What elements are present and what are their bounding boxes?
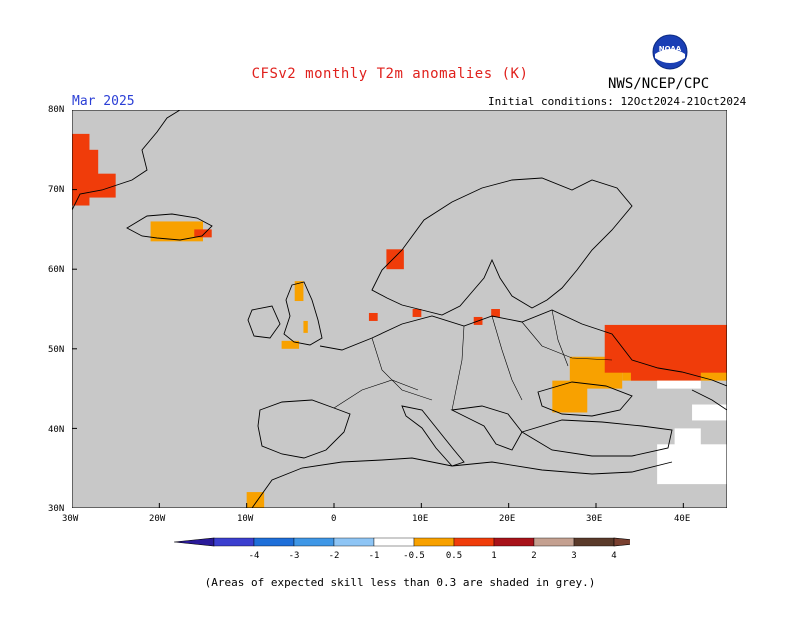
lon-tick-label: 20W xyxy=(149,514,166,524)
masked-cell-caucasus-white xyxy=(674,428,701,461)
anomaly-cell-scotland xyxy=(294,281,304,302)
agency-label: NWS/NCEP/CPC xyxy=(608,76,710,92)
north-africa-coast xyxy=(251,457,673,508)
anomaly-cell-greenland-east xyxy=(80,149,99,190)
initial-conditions-label: Initial conditions: 12Oct2024-21Oct2024 xyxy=(488,95,747,108)
colorbar-labels: -4 -3 -2 -1 -0.5 0.5 1 2 3 4 xyxy=(249,551,617,561)
colorbar-tick-label: -4 xyxy=(249,551,260,561)
colorbar-swatches xyxy=(174,537,630,547)
colorbar-swatch xyxy=(453,537,495,547)
colorbar-tick-label: 2 xyxy=(531,551,536,561)
map-background xyxy=(72,110,727,508)
colorbar-tick-label: 3 xyxy=(571,551,576,561)
colorbar-swatch xyxy=(293,537,335,547)
anomaly-cell-wales-south xyxy=(281,340,300,349)
caspian-coast xyxy=(691,389,727,411)
border-outlines xyxy=(333,309,613,411)
continent-coast xyxy=(319,309,727,387)
colorbar-tick-label: -3 xyxy=(289,551,300,561)
lat-tick-label: 50N xyxy=(48,345,65,355)
colorbar-swatch xyxy=(373,537,415,547)
iceland-coast xyxy=(126,213,213,241)
colorbar-arrow-low xyxy=(174,537,215,547)
border-line xyxy=(451,325,465,411)
lon-tick-label: 10E xyxy=(412,514,429,524)
balkans-coast xyxy=(450,405,523,451)
lat-tick-label: 60N xyxy=(48,265,65,275)
anomaly-layer xyxy=(72,133,727,508)
lat-tick-label: 80N xyxy=(48,105,65,115)
lat-tick-label: 30N xyxy=(48,504,65,514)
tick-marks xyxy=(72,110,684,508)
anomaly-cell-poland-north xyxy=(491,309,500,317)
greenland-coast xyxy=(72,110,181,211)
colorbar-tick-label: -1 xyxy=(369,551,380,561)
colorbar-swatch xyxy=(533,537,575,547)
colorbar-arrow-high xyxy=(613,537,630,547)
lon-tick-label: 40E xyxy=(674,514,691,524)
lon-tick-label: 10W xyxy=(237,514,254,524)
lon-tick-label: 0 xyxy=(331,514,337,524)
ireland-coast xyxy=(247,305,281,339)
lat-tick-label: 40N xyxy=(48,425,65,435)
colorbar-swatch xyxy=(573,537,615,547)
colorbar: -4 -3 -2 -1 -0.5 0.5 1 2 3 4 xyxy=(174,537,630,561)
anomaly-cell-ukraine-russia xyxy=(552,380,588,413)
anomaly-cell-iceland-southeast xyxy=(194,229,212,238)
iberia-coast xyxy=(257,399,351,459)
italy-coast xyxy=(401,405,465,467)
colorbar-tick-label: -2 xyxy=(329,551,340,561)
border-line xyxy=(491,315,523,401)
lon-tick-label: 30E xyxy=(586,514,603,524)
masked-cell-caucasus-white xyxy=(657,380,701,389)
black-sea-coast xyxy=(537,381,633,417)
skill-footnote: (Areas of expected skill less than 0.3 a… xyxy=(204,576,596,589)
chart-title: CFSv2 monthly T2m anomalies (K) xyxy=(251,66,529,82)
scandinavia-coast xyxy=(371,177,633,316)
noaa-logo: NOAA xyxy=(652,34,688,70)
colorbar-swatch xyxy=(253,537,295,547)
lat-tick-label: 70N xyxy=(48,185,65,195)
anomaly-map xyxy=(72,110,727,508)
border-line xyxy=(333,379,419,409)
coastline-outlines xyxy=(72,110,727,508)
mask-layer xyxy=(657,380,727,485)
border-line xyxy=(521,321,613,361)
colorbar-tick-label: 1 xyxy=(491,551,496,561)
anomaly-cell-england-east xyxy=(303,320,308,333)
anomaly-cell-morocco xyxy=(246,492,265,508)
masked-cell-caucasus-white xyxy=(692,404,727,421)
colorbar-tick-label: 0.5 xyxy=(446,551,462,561)
britain-coast xyxy=(283,281,323,346)
anomaly-cell-iceland xyxy=(150,221,203,242)
colorbar-tick-label: -0.5 xyxy=(403,551,425,561)
anatolia-coast xyxy=(520,419,673,457)
colorbar-tick-label: 4 xyxy=(611,551,616,561)
anomaly-cell-norway-west xyxy=(386,249,404,270)
lon-tick-label: 20E xyxy=(499,514,516,524)
noaa-logo-text: NOAA xyxy=(659,45,682,53)
border-line xyxy=(551,309,569,367)
colorbar-swatch xyxy=(213,537,255,547)
anomaly-cell-russia-south xyxy=(630,364,701,381)
anomaly-cell-germany-north xyxy=(412,309,422,317)
anomaly-cell-netherlands xyxy=(368,312,378,321)
month-label: Mar 2025 xyxy=(72,94,135,109)
colorbar-swatch xyxy=(333,537,375,547)
colorbar-swatch xyxy=(493,537,535,547)
anomaly-cell-russia-south xyxy=(604,324,727,373)
lon-tick-label: 30W xyxy=(62,514,79,524)
colorbar-swatch xyxy=(413,537,455,547)
